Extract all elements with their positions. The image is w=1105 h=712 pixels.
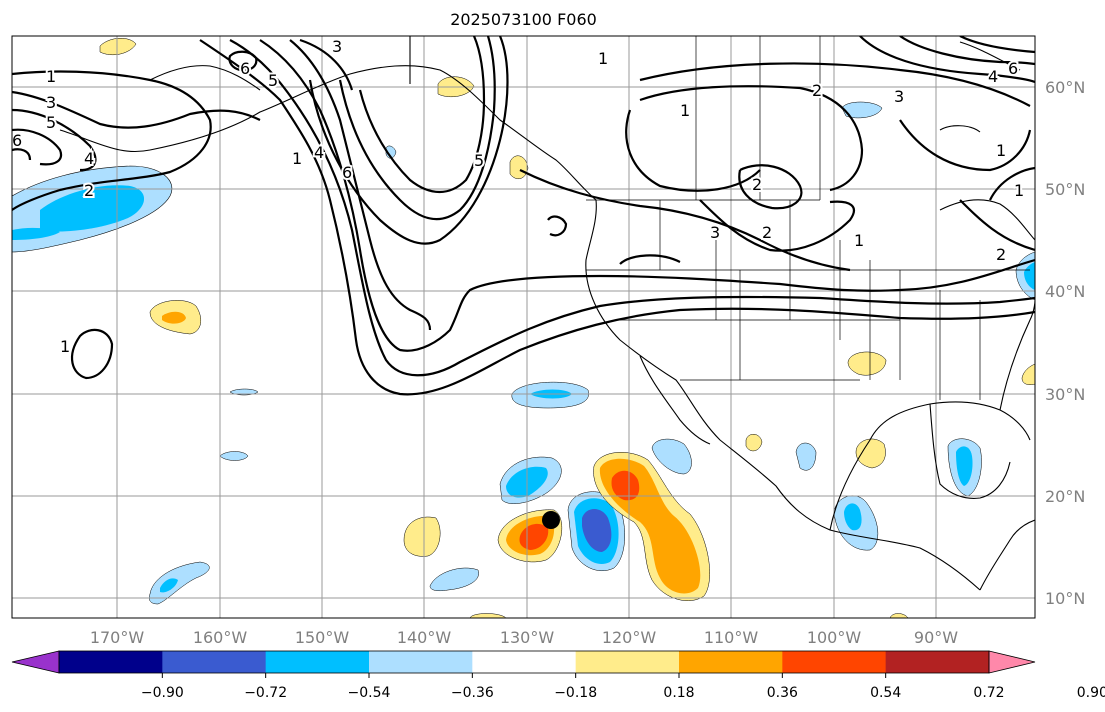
contour-labels: 1 3 5 6 4 2 6 5 3 1 4 6 5 1 1 2 2 3 2 1 … — [12, 36, 1026, 358]
contour-label: 2 — [762, 223, 772, 242]
lat-label: 50°N — [1045, 180, 1085, 199]
negative-anomaly-area — [651, 438, 692, 475]
map-title: 2025073100 F060 — [450, 10, 597, 29]
negative-anomaly-core — [12, 227, 60, 240]
anomaly-shading — [12, 38, 1035, 618]
lat-label: 20°N — [1045, 487, 1085, 506]
lon-label: 160°W — [193, 628, 248, 647]
lat-label: 60°N — [1045, 78, 1085, 97]
colorbar-tick-label: −0.72 — [244, 685, 287, 701]
negative-anomaly-core — [844, 503, 862, 531]
contour-label: 6 — [240, 59, 250, 78]
colorbar-segment — [885, 651, 990, 673]
negative-anomaly-area — [219, 451, 249, 461]
lat-label: 10°N — [1045, 589, 1085, 608]
contour-label: 6 — [12, 131, 22, 150]
colorbar-extend-min — [11, 650, 60, 674]
colorbar-segment — [369, 651, 473, 673]
colorbar-segment — [575, 651, 680, 673]
contour-label: 4 — [314, 143, 324, 162]
contour-lines — [12, 36, 1035, 396]
lon-label: 140°W — [397, 628, 452, 647]
colorbar-tick-label: 0.18 — [663, 685, 694, 701]
lat-label: 40°N — [1045, 282, 1085, 301]
contour-label: 1 — [1014, 181, 1024, 200]
colorbar-tick-label: −0.36 — [451, 685, 494, 701]
negative-anomaly-peak — [582, 509, 612, 552]
contour-label: 2 — [84, 181, 94, 200]
contour-label: 1 — [292, 149, 302, 168]
longitude-labels: 170°W 160°W 150°W 140°W 130°W 120°W 110°… — [90, 628, 958, 647]
positive-anomaly-area — [403, 516, 441, 557]
positive-anomaly-area — [847, 351, 887, 376]
contour-label: 2 — [996, 245, 1006, 264]
lon-label: 100°W — [807, 628, 862, 647]
colorbar-tick-label: 0.90 — [1077, 685, 1105, 701]
lat-label: 30°N — [1045, 385, 1085, 404]
colorbar-tick-label: 0.54 — [870, 685, 901, 701]
graticule — [12, 36, 1035, 618]
contour-label: 1 — [680, 101, 690, 120]
contour-label: 6 — [1008, 59, 1018, 78]
contour-label: 1 — [854, 231, 864, 250]
contour-label: 3 — [710, 223, 720, 242]
colorbar-extend-max — [988, 650, 1036, 674]
colorbar-segment — [59, 651, 163, 673]
negative-anomaly-area — [429, 567, 479, 592]
contour-label: 2 — [812, 81, 822, 100]
negative-anomaly-core — [40, 185, 145, 232]
positive-anomaly-area — [99, 38, 137, 55]
contour-label: 5 — [46, 113, 56, 132]
colorbar-tick-label: −0.90 — [141, 685, 184, 701]
negative-anomaly-core — [1024, 262, 1035, 290]
colorbar-outline — [58, 650, 990, 674]
lon-label: 110°W — [704, 628, 759, 647]
colorbar-tick-label: −0.54 — [348, 685, 391, 701]
colorbar-segment — [679, 651, 783, 673]
contour-label: 1 — [996, 141, 1006, 160]
political-borders — [586, 36, 1030, 400]
contour-label: 5 — [268, 71, 278, 90]
colorbar-tick-label: −0.18 — [554, 685, 597, 701]
storm-position-marker — [542, 511, 560, 529]
negative-anomaly-core — [160, 578, 178, 593]
contour-label: 1 — [46, 67, 56, 86]
colorbar-segment — [265, 651, 370, 673]
lon-label: 150°W — [295, 628, 350, 647]
contour-label: 2 — [752, 175, 762, 194]
lon-label: 120°W — [602, 628, 657, 647]
positive-anomaly-area — [1021, 363, 1035, 385]
colorbar-tick-label: 0.72 — [973, 685, 1004, 701]
negative-anomaly-area — [841, 101, 883, 119]
contour-label: 1 — [60, 337, 70, 356]
contour-label: 4 — [84, 149, 94, 168]
colorbar-segment — [782, 651, 887, 673]
contour-label: 3 — [46, 93, 56, 112]
contour-label: 4 — [988, 67, 998, 86]
positive-anomaly-core — [162, 311, 186, 324]
colorbar-segment — [472, 651, 577, 673]
contour-label: 5 — [474, 151, 484, 170]
colorbar-ticks: −0.90 −0.72 −0.54 −0.36 −0.18 0.18 0.36 … — [141, 685, 1105, 701]
negative-anomaly-area — [795, 442, 817, 471]
contour-label: 3 — [332, 37, 342, 56]
contour-label: 6 — [342, 163, 352, 182]
contour-label: 1 — [598, 49, 608, 68]
negative-anomaly-core — [956, 446, 973, 486]
colorbar-segment — [162, 651, 267, 673]
positive-anomaly-area — [855, 438, 886, 469]
contour-label: 3 — [894, 87, 904, 106]
lon-label: 130°W — [500, 628, 555, 647]
lon-label: 90°W — [914, 628, 958, 647]
lon-label: 170°W — [90, 628, 145, 647]
colorbar-tick-label: 0.36 — [767, 685, 798, 701]
positive-anomaly-area — [509, 155, 529, 180]
colorbar — [11, 650, 1036, 678]
negative-anomaly-area — [149, 561, 210, 605]
positive-anomaly-peak — [611, 470, 640, 501]
positive-anomaly-area — [745, 434, 763, 452]
map-frame — [11, 35, 1036, 619]
latitude-labels: 60°N 50°N 40°N 30°N 20°N 10°N — [1045, 78, 1085, 608]
